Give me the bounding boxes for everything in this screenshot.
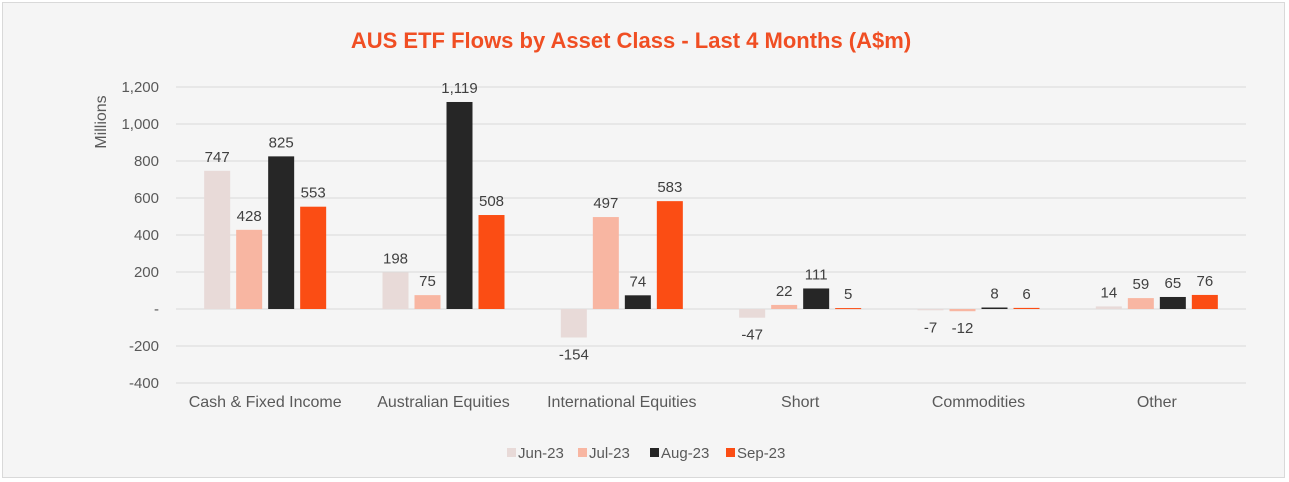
bar (835, 308, 862, 310)
bars (204, 101, 1218, 338)
data-label: 198 (383, 250, 408, 267)
bar (236, 229, 263, 309)
legend-label: Jul-23 (589, 445, 630, 462)
bar (981, 307, 1008, 309)
data-label: 583 (657, 179, 682, 196)
category-label: Cash & Fixed Income (189, 394, 342, 411)
data-label: 74 (629, 273, 646, 290)
bar (1013, 307, 1040, 309)
bar (592, 217, 619, 309)
legend-label: Jun-23 (518, 445, 564, 462)
legend-swatch (578, 448, 587, 457)
data-label: -47 (741, 327, 763, 344)
y-tick-label: 1,000 (121, 116, 159, 133)
category-label: International Equities (547, 394, 696, 411)
data-label: 76 (1196, 273, 1213, 290)
data-label: -12 (952, 320, 974, 337)
y-tick-label: 200 (134, 264, 159, 281)
data-label: 111 (805, 266, 828, 283)
data-label: 59 (1132, 276, 1149, 293)
legend-swatch (726, 448, 735, 457)
data-label: 825 (269, 134, 294, 151)
category-label: Short (781, 394, 820, 411)
category-label: Australian Equities (377, 394, 510, 411)
bar (803, 288, 830, 309)
bar (624, 295, 651, 309)
data-label: 14 (1100, 284, 1117, 301)
gridlines (176, 86, 1246, 384)
data-label: 497 (593, 195, 618, 212)
bar (414, 295, 441, 309)
bar (300, 206, 327, 309)
data-label: 6 (1022, 286, 1030, 303)
legend-label: Sep-23 (737, 445, 785, 462)
category-label: Other (1137, 394, 1178, 411)
y-tick-label: 800 (134, 153, 159, 170)
bar (446, 101, 473, 309)
data-labels: 747 428 825 553 198 75 1,119 508 -154 497 74 583 -47… (205, 80, 1214, 364)
data-label: 1,119 (441, 80, 477, 97)
data-label: 553 (301, 185, 326, 202)
data-label: 428 (237, 208, 262, 225)
bar (771, 304, 798, 309)
y-tick-label: -200 (129, 338, 159, 355)
legend-swatch (507, 448, 516, 457)
y-tick-labels: 1,200 1,000 800 600 400 200 - -200 -400 (121, 79, 159, 392)
bar (382, 272, 409, 309)
data-label: -7 (924, 319, 937, 336)
data-label: 747 (205, 149, 230, 166)
bar (917, 309, 944, 311)
data-label: 65 (1164, 275, 1181, 292)
legend: Jun-23 Jul-23 Aug-23 Sep-23 (507, 445, 785, 462)
bar (739, 309, 766, 318)
bar (1095, 306, 1122, 309)
bar (478, 215, 505, 309)
category-label: Commodities (932, 394, 1025, 411)
data-label: 5 (844, 286, 852, 303)
y-tick-label: -400 (129, 375, 159, 392)
bar (1191, 294, 1218, 309)
chart-title: AUS ETF Flows by Asset Class - Last 4 Mo… (351, 28, 911, 53)
y-tick-label: - (154, 301, 159, 318)
category-labels: Cash & Fixed Income Australian Equities In… (189, 394, 1178, 411)
bar (560, 309, 587, 338)
y-tick-label: 600 (134, 190, 159, 207)
data-label: 75 (419, 273, 436, 290)
data-label: -154 (559, 346, 589, 363)
bar (949, 309, 976, 312)
y-tick-label: 400 (134, 227, 159, 244)
data-label: 8 (990, 286, 998, 303)
legend-swatch (650, 448, 659, 457)
y-axis-label: Millions (93, 95, 110, 148)
bar (268, 156, 295, 309)
bar (204, 170, 231, 309)
bar (1159, 296, 1186, 309)
bar (656, 201, 683, 309)
data-label: 22 (776, 283, 793, 300)
bar (1127, 298, 1154, 309)
legend-label: Aug-23 (661, 445, 709, 462)
data-label: 508 (479, 193, 504, 210)
y-tick-label: 1,200 (121, 79, 159, 96)
